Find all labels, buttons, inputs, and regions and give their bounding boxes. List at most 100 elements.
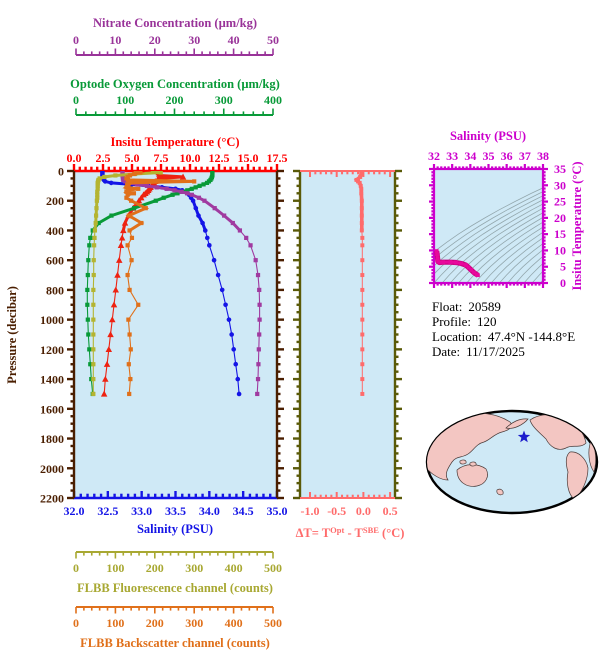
ts-temperature-tick-label: 20 (554, 211, 566, 225)
data-point (213, 206, 217, 210)
backscatter-tick-label: 0 (73, 616, 79, 630)
data-point (126, 273, 130, 277)
data-point (220, 288, 225, 293)
data-point (92, 273, 96, 277)
data-point (92, 258, 96, 262)
data-point (91, 377, 95, 381)
map-landmass (470, 462, 476, 466)
data-point (95, 199, 99, 203)
data-point (360, 214, 364, 218)
data-point (360, 206, 364, 210)
data-point (88, 236, 92, 240)
nitrate-tick-label: 50 (267, 33, 279, 47)
ts-temperature-tick-label: 5 (560, 260, 566, 274)
data-point (360, 362, 364, 366)
fluorescence-tick-label: 500 (264, 561, 282, 575)
data-point (435, 252, 439, 256)
fluorescence-tick-label: 300 (185, 561, 203, 575)
data-point (360, 221, 364, 225)
backscatter-axis-title: FLBB Backscatter channel (counts) (80, 636, 270, 650)
data-point (360, 243, 364, 247)
data-point (441, 260, 445, 264)
data-point (235, 377, 240, 382)
pressure-tick-label: 1000 (40, 313, 64, 327)
data-point (127, 288, 131, 292)
data-point (360, 258, 364, 262)
ts-salinity-tick-label: 33 (446, 149, 458, 163)
pressure-tick-label: 1200 (40, 343, 64, 357)
backscatter-axis (76, 607, 273, 614)
float-info-line: Date:11/17/2025 (432, 344, 525, 359)
data-point (94, 221, 98, 225)
ts-salinity-axis-title: Salinity (PSU) (450, 129, 526, 143)
ts-temperature-tick-label: 0 (560, 276, 566, 290)
nitrate-tick-label: 30 (188, 33, 200, 47)
data-point (94, 206, 98, 210)
backscatter-tick-label: 300 (185, 616, 203, 630)
data-point (190, 187, 194, 191)
data-point (359, 191, 363, 195)
oxygen-tick-label: 0 (73, 93, 79, 107)
data-point (231, 347, 236, 352)
data-point (192, 179, 196, 183)
data-point (129, 199, 133, 203)
data-point (162, 196, 166, 200)
temperature-axis-title: Insitu Temperature (°C) (110, 135, 239, 149)
data-point (159, 170, 163, 174)
data-point (201, 182, 205, 186)
pressure-tick-label: 400 (46, 224, 64, 238)
salinity-tick-label: 34.0 (199, 504, 220, 518)
data-point (129, 258, 133, 262)
data-point (237, 392, 242, 397)
ts-salinity-tick-label: 36 (501, 149, 513, 163)
fluorescence-tick-label: 0 (73, 561, 79, 575)
data-point (91, 347, 95, 351)
ts-salinity-tick-label: 35 (483, 149, 495, 163)
ts-salinity-tick-label: 38 (537, 149, 549, 163)
float-info: Float:20589 Profile:120 Location:47.4°N … (432, 299, 575, 359)
pressure-tick-label: 2000 (40, 462, 64, 476)
data-point (231, 221, 235, 225)
pressure-tick-label: 2200 (40, 492, 64, 506)
data-point (248, 243, 252, 247)
data-point (132, 172, 136, 176)
data-point (129, 347, 133, 351)
data-point (360, 377, 364, 381)
data-point (212, 258, 217, 263)
data-point (136, 187, 140, 191)
data-point (132, 191, 136, 195)
temperature-tick-label: 10.0 (180, 151, 201, 165)
data-point (244, 236, 248, 240)
pressure-axis-title: Pressure (decibar) (5, 286, 19, 384)
ts-temperature-tick-label: 15 (554, 227, 566, 241)
data-point (86, 258, 90, 262)
data-point (257, 347, 261, 351)
map-landmass (460, 460, 466, 464)
oxygen-tick-label: 200 (166, 93, 184, 107)
pressure-tick-label: 800 (46, 283, 64, 297)
data-point (87, 243, 91, 247)
pressure-tick-label: 1400 (40, 373, 64, 387)
ts-temperature-axis-title: Insitu Temperature (°C) (570, 161, 584, 290)
data-point (205, 236, 210, 241)
temperature-tick-label: 7.5 (154, 151, 169, 165)
data-point (360, 228, 364, 232)
delta-t-tick-label: -0.5 (327, 504, 346, 518)
pressure-tick-label: 1800 (40, 432, 64, 446)
data-point (360, 199, 364, 203)
data-point (109, 213, 113, 217)
data-point (179, 190, 183, 194)
oxygen-tick-label: 400 (264, 93, 282, 107)
data-point (229, 332, 234, 337)
salinity-tick-label: 35.0 (267, 504, 288, 518)
data-point (91, 392, 95, 396)
data-point (126, 318, 130, 322)
data-point (360, 318, 364, 322)
world-map (426, 411, 597, 513)
data-point (127, 213, 131, 217)
ts-temperature-tick-label: 25 (554, 195, 566, 209)
data-point (185, 191, 189, 195)
data-point (86, 318, 90, 322)
data-point (358, 175, 362, 179)
